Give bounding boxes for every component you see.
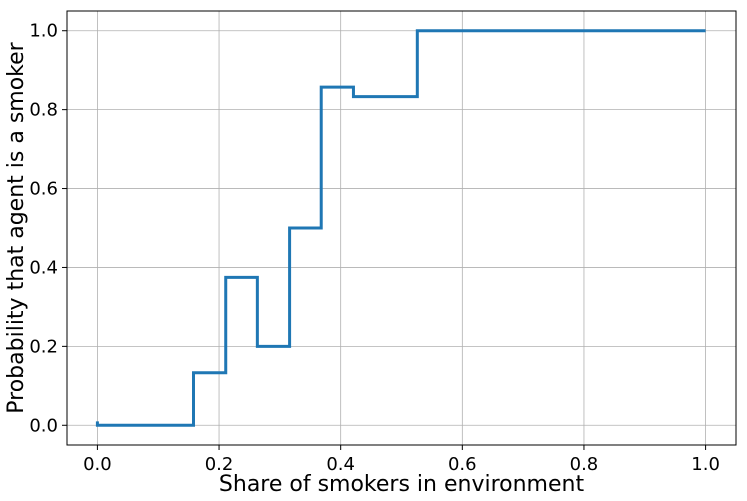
- y-tick-label: 1.0: [29, 21, 58, 42]
- y-axis-ticks: 0.0 0.2 0.4 0.6 0.8 1.0: [29, 21, 67, 436]
- y-tick-label: 0.4: [29, 257, 58, 278]
- y-tick-label: 0.2: [29, 336, 58, 357]
- plot-frame: [66, 10, 737, 446]
- x-axis-title: Share of smokers in environment: [219, 472, 585, 497]
- y-tick-label: 0.6: [29, 179, 58, 200]
- y-tick-label: 0.8: [29, 100, 58, 121]
- y-axis-title: Probability that agent is a smoker: [4, 41, 29, 413]
- y-tick-label: 0.0: [29, 415, 58, 436]
- grid-lines: [67, 11, 736, 445]
- x-tick-label: 0.2: [205, 454, 234, 475]
- x-tick-label: 0.6: [448, 454, 477, 475]
- x-tick-label: 1.0: [691, 454, 720, 475]
- x-tick-label: 0.0: [83, 454, 112, 475]
- step-series-line: [95, 29, 706, 427]
- x-axis-ticks: 0.0 0.2 0.4 0.6 0.8 1.0: [83, 445, 720, 475]
- x-tick-label: 0.8: [570, 454, 599, 475]
- x-tick-label: 0.4: [326, 454, 355, 475]
- series-layer: [95, 29, 706, 427]
